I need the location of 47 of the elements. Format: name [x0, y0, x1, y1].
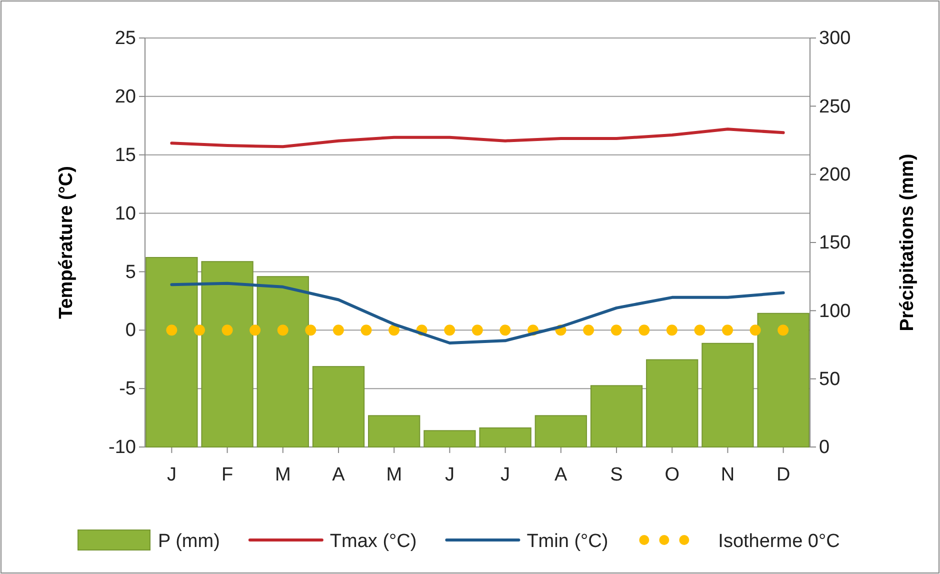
bar: [256, 276, 309, 448]
y2-tick-label: 100: [819, 300, 851, 322]
bar: [534, 415, 587, 448]
x-tick-label: D: [776, 464, 790, 486]
bar: [757, 312, 810, 448]
x-tick-label: J: [166, 464, 176, 486]
legend-label: Isotherme 0°C: [718, 531, 840, 552]
y2-tick-label: 300: [819, 28, 851, 50]
y-tick-label: 0: [125, 320, 136, 342]
line-series: [170, 282, 785, 344]
x-tick-label: N: [720, 464, 735, 486]
bar: [424, 430, 476, 448]
y-tick-label: 25: [114, 28, 136, 50]
bar: [146, 256, 198, 448]
x-tick-label: A: [332, 464, 346, 486]
x-tick-label: O: [664, 464, 680, 486]
bar: [646, 359, 698, 448]
y2-tick-label: 250: [819, 96, 851, 118]
y-tick-label: 20: [114, 86, 136, 108]
bar: [479, 427, 532, 448]
legend-label: Tmax (°C): [330, 531, 417, 552]
x-tick-label: A: [554, 464, 568, 486]
y2-tick-label: 200: [819, 164, 851, 186]
x-tick-label: J: [500, 464, 510, 486]
legend-label: P (mm): [158, 531, 220, 552]
bar: [590, 385, 643, 448]
y2-tick-label: 50: [819, 368, 840, 390]
y2-tick-label: 0: [819, 437, 830, 458]
x-tick-label: J: [444, 464, 454, 486]
y-tick-label: 5: [125, 262, 136, 283]
bar: [201, 261, 254, 448]
x-tick-label: M: [386, 464, 402, 486]
legend-label: Tmin (°C): [526, 531, 608, 552]
y-axis-title: Température (°C): [56, 166, 77, 319]
bar: [702, 342, 754, 448]
y2-axis-title: Précipitations (mm): [897, 154, 918, 332]
bar: [312, 366, 365, 448]
y-tick-label: -5: [119, 378, 136, 400]
y-tick-label: 15: [114, 144, 136, 166]
line-series: [170, 128, 785, 148]
x-tick-label: S: [610, 464, 623, 486]
x-tick-label: M: [274, 464, 291, 486]
y-tick-label: -10: [108, 437, 136, 458]
y2-tick-label: 150: [819, 232, 851, 254]
bar: [368, 415, 420, 448]
y-tick-label: 10: [114, 203, 136, 224]
x-tick-label: F: [221, 464, 234, 486]
